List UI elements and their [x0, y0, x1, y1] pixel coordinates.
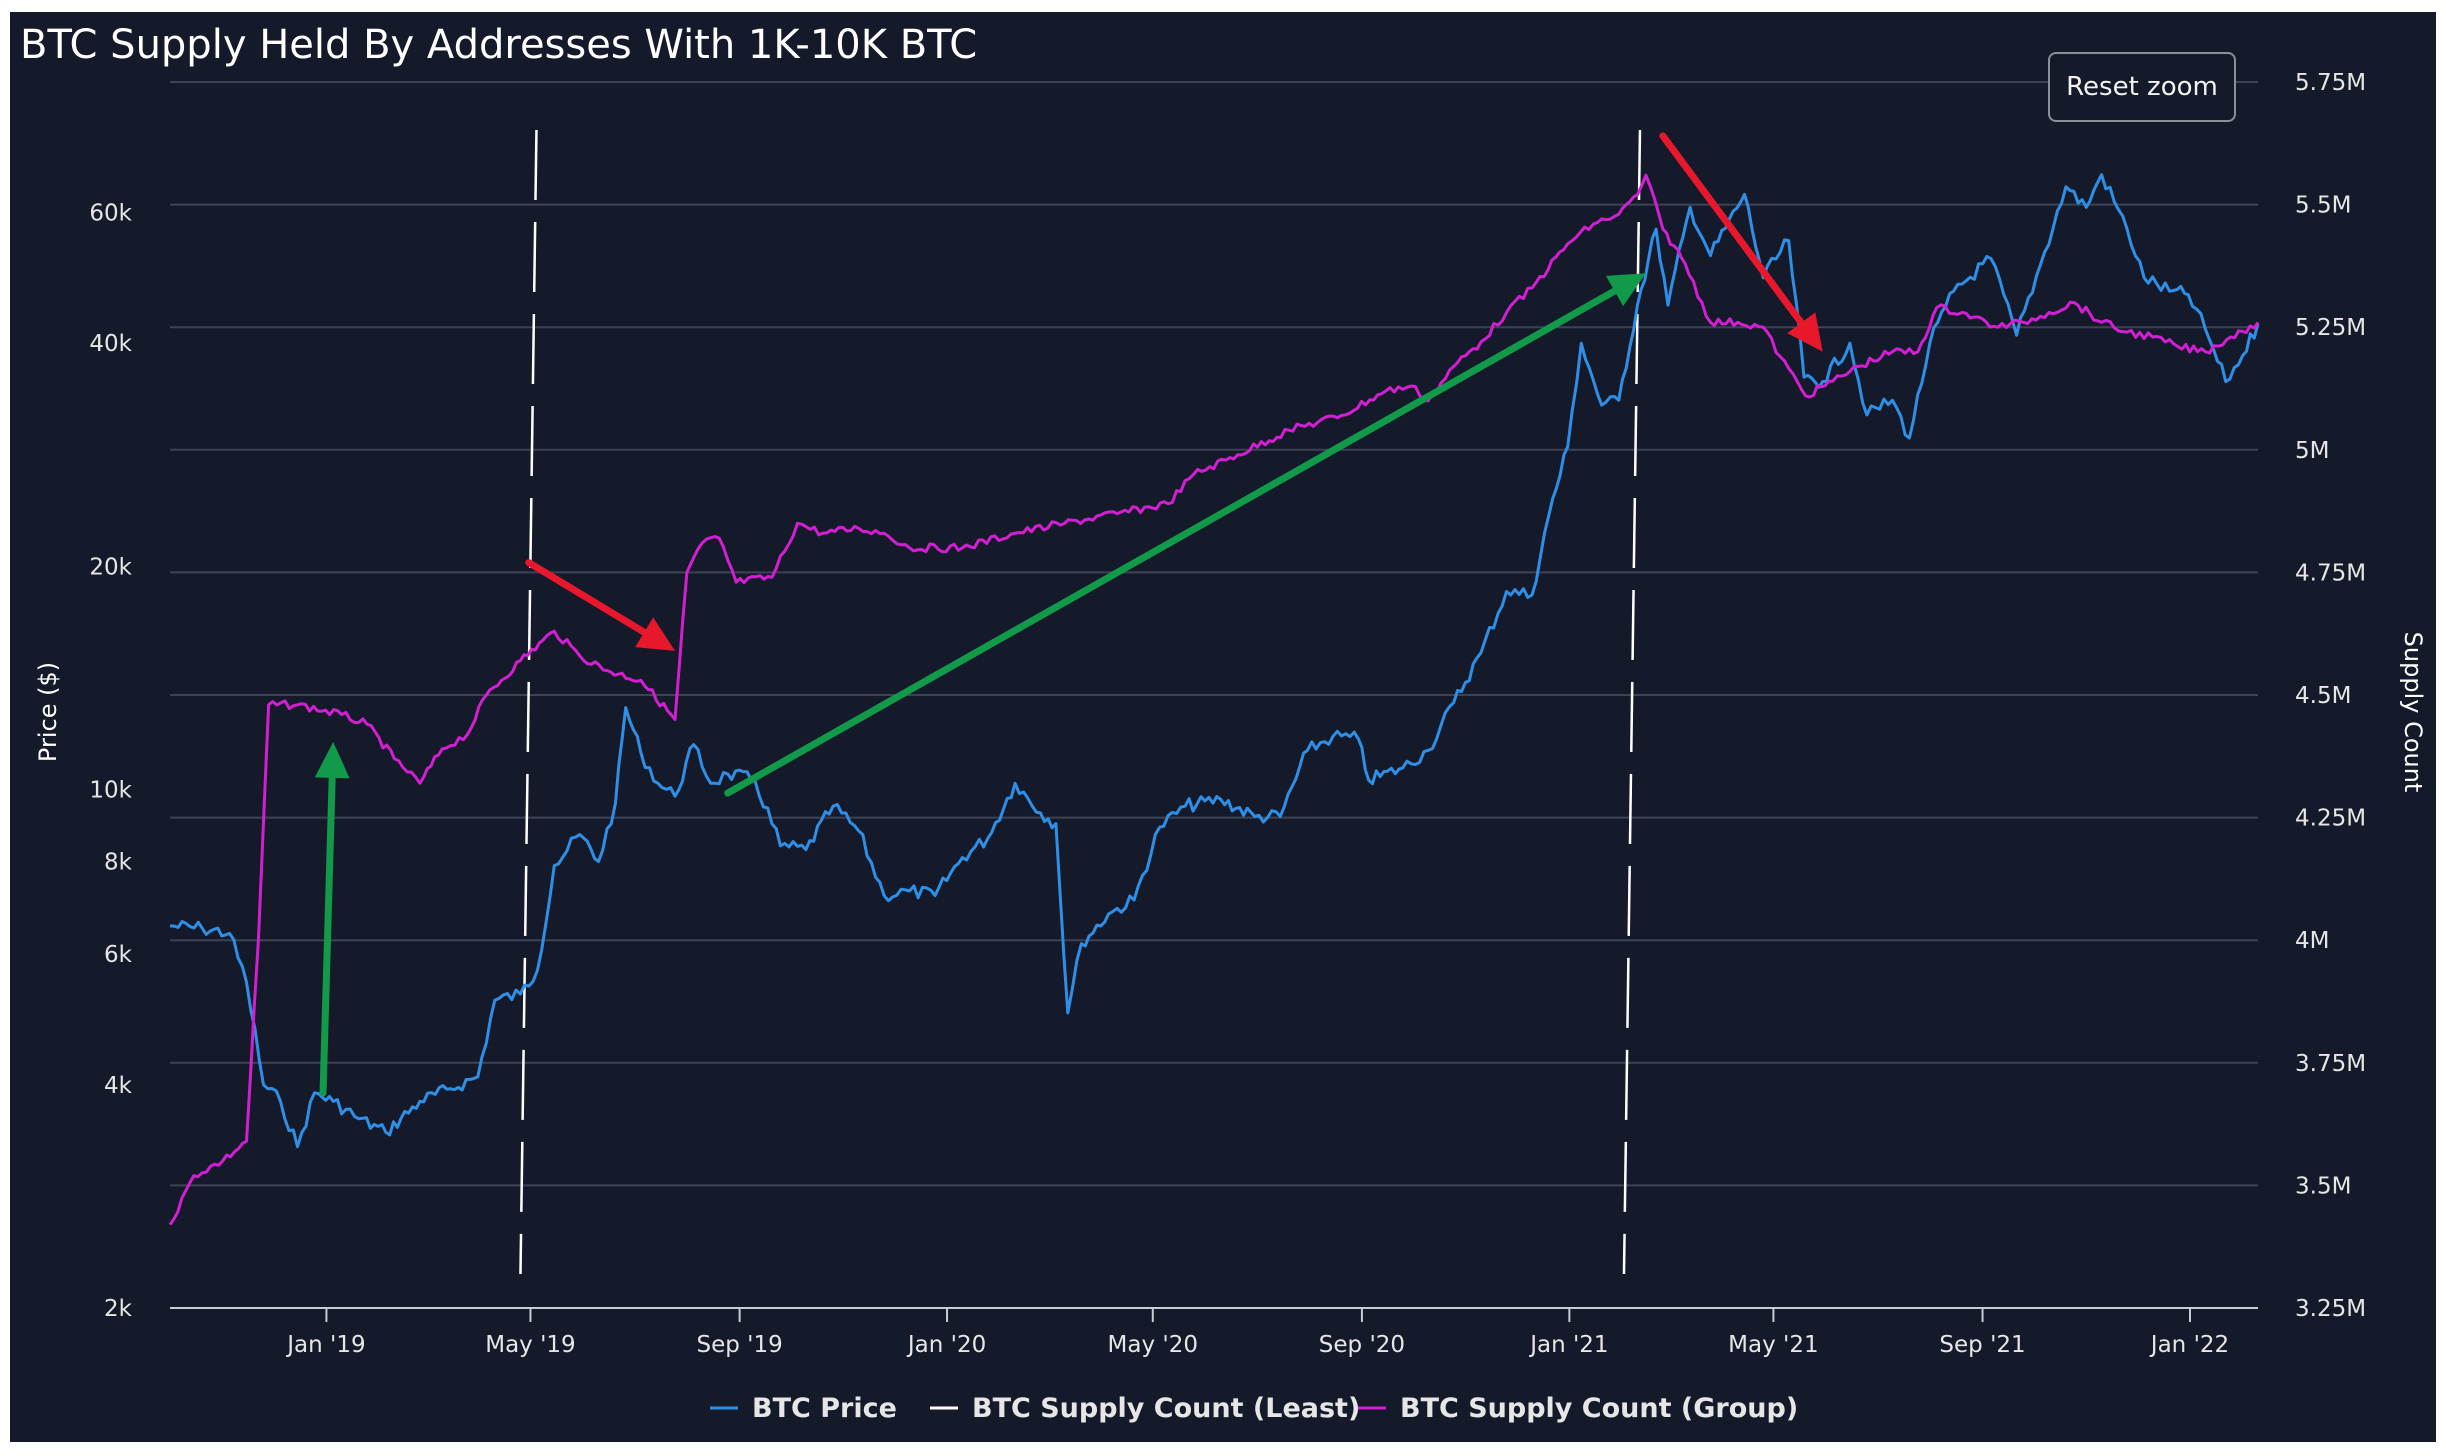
- x-tick-label: May '20: [1108, 1332, 1198, 1358]
- left-tick-label: 8k: [104, 850, 133, 876]
- red-arrow-head: [1787, 312, 1823, 352]
- left-tick-label: 4k: [104, 1073, 133, 1099]
- right-tick-label: 5.5M: [2295, 193, 2351, 219]
- right-tick-label: 5M: [2295, 438, 2329, 464]
- supply-group-line[interactable]: [168, 173, 2260, 1226]
- green-arrow-shaft: [724, 283, 1626, 797]
- reset-zoom-button[interactable]: Reset zoom: [2048, 52, 2236, 122]
- x-axis-ticks: Jan '19 May '19 Sep '19 Jan '20 May '20 Sep '…: [285, 1308, 2229, 1358]
- x-tick-label: May '19: [485, 1332, 575, 1358]
- green-arrow-shaft: [319, 766, 336, 1097]
- red-arrow-shaft: [525, 559, 655, 640]
- left-tick-label: 20k: [89, 554, 132, 580]
- red-arrow-head: [635, 617, 675, 651]
- left-tick-label: 6k: [104, 942, 133, 968]
- right-tick-label: 4.5M: [2295, 683, 2351, 709]
- x-tick-label: Sep '19: [696, 1332, 782, 1358]
- left-tick-label: 2k: [104, 1296, 133, 1322]
- legend[interactable]: BTC Price BTC Supply Count (Least) BTC Sup…: [710, 1393, 1798, 1424]
- right-axis-ticks: 3.25M 3.5M 3.75M 4M 4.25M 4.5M 4.75M 5M 5.25M 5.5…: [2295, 70, 2366, 1322]
- annotation-arrows: [314, 132, 1823, 1097]
- right-tick-label: 4.25M: [2295, 806, 2366, 832]
- right-tick-label: 3.75M: [2295, 1051, 2366, 1077]
- legend-item-label[interactable]: BTC Supply Count (Group): [1400, 1393, 1798, 1424]
- right-tick-label: 5.25M: [2295, 315, 2366, 341]
- x-tick-label: Jan '21: [1528, 1332, 1608, 1358]
- x-tick-label: Sep '21: [1939, 1332, 2025, 1358]
- chart-area: BTC Supply Held By Addresses With 1K-10K…: [20, 22, 2427, 1424]
- legend-item-label[interactable]: BTC Price: [752, 1393, 897, 1424]
- right-tick-label: 3.5M: [2295, 1173, 2351, 1199]
- vertical-marker-line: [1622, 129, 1642, 1275]
- vertical-marker-line: [519, 129, 538, 1275]
- right-tick-label: 5.75M: [2295, 70, 2366, 96]
- right-axis-title: Supply Count: [2399, 632, 2427, 793]
- left-tick-label: 60k: [89, 201, 132, 227]
- x-tick-label: Jan '22: [2149, 1332, 2229, 1358]
- right-tick-label: 4.75M: [2295, 560, 2366, 586]
- left-tick-label: 40k: [89, 331, 132, 357]
- x-tick-label: Sep '20: [1319, 1332, 1405, 1358]
- chart-title: BTC Supply Held By Addresses With 1K-10K…: [20, 22, 977, 68]
- red-arrow-shaft: [1659, 132, 1810, 333]
- green-arrow-head: [314, 741, 350, 779]
- btc-price-line[interactable]: [169, 173, 2260, 1149]
- legend-item-label[interactable]: BTC Supply Count (Least): [972, 1393, 1360, 1424]
- right-tick-label: 3.25M: [2295, 1296, 2366, 1322]
- x-tick-label: May '21: [1728, 1332, 1818, 1358]
- x-tick-label: Jan '20: [906, 1332, 986, 1358]
- gridlines: [170, 81, 2258, 1187]
- left-axis-ticks: 2k 4k 6k 8k 10k 20k 40k 60k: [89, 201, 132, 1322]
- series-lines[interactable]: [168, 173, 2260, 1226]
- chart-frame: BTC Supply Held By Addresses With 1K-10K…: [10, 12, 2436, 1442]
- left-tick-label: 10k: [89, 778, 132, 804]
- green-arrow-head: [1605, 273, 1646, 307]
- vertical-markers: [519, 129, 1642, 1275]
- left-axis-title: Price ($): [34, 662, 62, 762]
- right-tick-label: 4M: [2295, 928, 2329, 954]
- x-tick-label: Jan '19: [285, 1332, 365, 1358]
